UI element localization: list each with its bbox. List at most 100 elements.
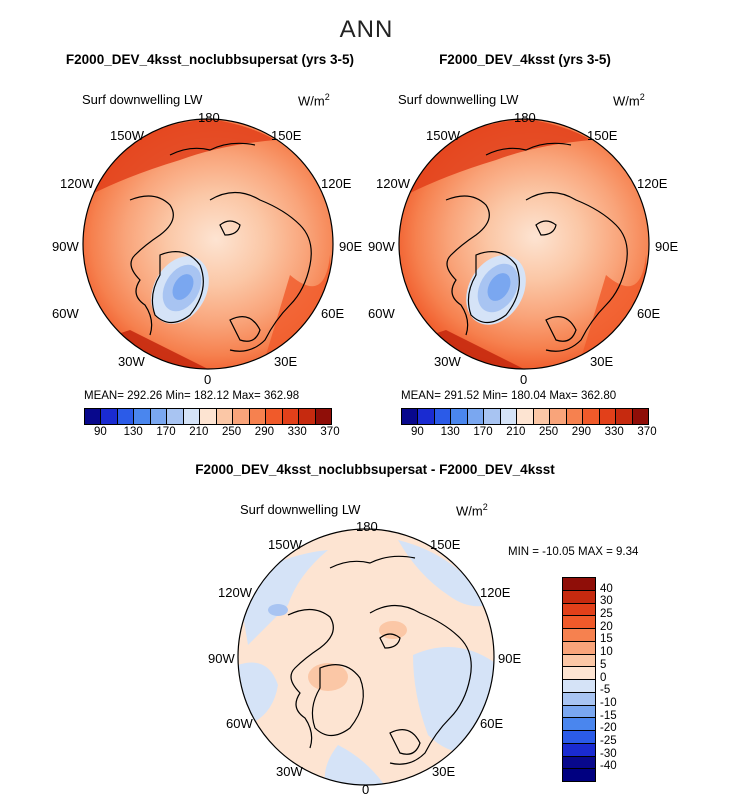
- panel-2-lon-150e: 150E: [587, 128, 618, 143]
- panel-1-lon-0: 0: [204, 372, 212, 387]
- panel-3-colorbar-swatch: [563, 641, 595, 655]
- panel-1-colorbar-swatch: [282, 409, 300, 424]
- panel-2-map-boundary: [398, 118, 650, 370]
- panel-2-lon-120e: 120E: [637, 176, 668, 191]
- panel-2-colorbar-swatch: [632, 409, 649, 424]
- panel-1-greenland-core: [172, 274, 194, 300]
- panel-2-coastlines: [445, 142, 628, 352]
- panel-2-colorbar-tick: 370: [637, 426, 657, 438]
- panel-3-colorbar-swatch: [563, 692, 595, 706]
- panel-1-stats: MEAN= 292.26 Min= 182.12 Max= 362.98: [84, 390, 300, 402]
- panel-3-colorbar-ticks: 40 30 25 20 15 10 5 0 -5 -10 -15 -20 -25 -30 -40: [600, 577, 650, 780]
- panel-2-colorbar: [401, 408, 649, 425]
- panel-2-colorbar-swatch: [599, 409, 617, 424]
- panel-1-colorbar-tick: 90: [94, 426, 107, 438]
- panel-3-colorbar-tick: -10: [600, 696, 617, 709]
- panel-3-colorbar-tick: 10: [600, 646, 613, 659]
- panel-2-colorbar-swatch: [550, 409, 567, 424]
- panel-3-colorbar-tick: 40: [600, 582, 613, 595]
- panel-1-lon-150e: 150E: [271, 128, 302, 143]
- panel-3-colorbar-tick: -40: [600, 760, 617, 773]
- panel-3-units: W/m2: [456, 502, 488, 519]
- panel-1-colorbar-ticks: 90 130 170 210 250 290 330 370: [84, 426, 340, 442]
- panel-2-colorbar-swatch: [467, 409, 485, 424]
- panel-3-colorbar-swatch: [563, 578, 595, 591]
- panel-2-colorbar-tick: 250: [539, 426, 559, 438]
- panel-2-colorbar-swatch: [566, 409, 584, 424]
- panel-1-colorbar-swatch: [233, 409, 250, 424]
- panel-1-map-boundary: [82, 118, 334, 370]
- panel-2-colorbar-tick: 170: [473, 426, 493, 438]
- panel-3-lon-30e: 30E: [432, 764, 456, 779]
- panel-3-colorbar-swatch: [563, 731, 595, 744]
- panel-1-colorbar-swatch: [200, 409, 217, 424]
- panel-2-colorbar-swatch: [517, 409, 534, 424]
- panel-1-colorbar-tick: 290: [254, 426, 274, 438]
- panel-3-cool-patch: [268, 604, 288, 616]
- panel-3-coastlines: [287, 555, 472, 765]
- panel-3-lon-30w: 30W: [276, 764, 303, 779]
- panel-1-lon-90e: 90E: [339, 239, 363, 254]
- panel-2-lon-30w: 30W: [434, 354, 461, 369]
- panel-2-lon-0: 0: [520, 372, 528, 387]
- panel-1-colorbar-tick: 130: [123, 426, 143, 438]
- panel-2-colorbar-swatch: [533, 409, 551, 424]
- panel-3-colorbar-swatch: [563, 603, 595, 617]
- panel-1-title: F2000_DEV_4ksst_noclubbsupersat (yrs 3-5…: [65, 52, 355, 67]
- panel-1-colorbar-swatch: [216, 409, 234, 424]
- panel-3-colorbar-swatch: [563, 590, 595, 604]
- panel-2-colorbar-swatch: [451, 409, 468, 424]
- panel-1-lon-150w: 150W: [110, 128, 144, 143]
- panel-1-colorbar-tick: 210: [189, 426, 209, 438]
- panel-2-colorbar-tick: 330: [604, 426, 624, 438]
- panel-1-colorbar-swatch: [183, 409, 201, 424]
- panel-1-colorbar-swatch: [249, 409, 267, 424]
- panel-1-lon-180: 180: [198, 110, 220, 125]
- panel-3-colorbar-swatch: [563, 680, 595, 693]
- panel-2-units: W/m2: [613, 92, 645, 109]
- panel-1-colorbar-tick: 170: [156, 426, 176, 438]
- panel-1-colorbar-swatch: [134, 409, 151, 424]
- panel-2-lon-180: 180: [514, 110, 536, 125]
- panel-2-lon-120w: 120W: [376, 176, 410, 191]
- panel-3-lon-150w: 150W: [268, 537, 302, 552]
- panel-3-lon-120e: 120E: [480, 585, 511, 600]
- panel-2-lon-90e: 90E: [655, 239, 679, 254]
- panel-3-lon-90e: 90E: [498, 651, 522, 666]
- panel-3-lon-150e: 150E: [430, 537, 461, 552]
- panel-2-colorbar-swatch: [500, 409, 518, 424]
- figure-suptitle: ANN: [339, 16, 394, 43]
- panel-1-units: W/m2: [298, 92, 330, 109]
- panel-3-lon-60e: 60E: [480, 716, 504, 731]
- panel-3-colorbar-swatch: [563, 667, 595, 680]
- panel-1-colorbar-swatch: [315, 409, 332, 424]
- panel-3-map-boundary: [237, 528, 495, 786]
- panel-3-colorbar-tick: -30: [600, 747, 617, 760]
- panel-3-colorbar-swatch: [563, 769, 595, 781]
- panel-3-stats: MIN = -10.05 MAX = 9.34: [508, 546, 639, 558]
- panel-2-colorbar-swatch: [418, 409, 435, 424]
- panel-1-lon-30w: 30W: [118, 354, 145, 369]
- panel-1-colorbar-swatch: [299, 409, 316, 424]
- panel-3-colorbar-tick: -25: [600, 734, 617, 747]
- panel-2-colorbar-tick: 130: [440, 426, 460, 438]
- panel-1-colorbar-tick: 330: [287, 426, 307, 438]
- panel-2-colorbar-ticks: 90 130 170 210 250 290 330 370: [401, 426, 657, 442]
- panel-1-colorbar-swatch: [85, 409, 102, 424]
- panel-3-cool-bering: [398, 540, 488, 607]
- panel-2-lon-60w: 60W: [368, 306, 395, 321]
- panel-2-colorbar-swatch: [616, 409, 633, 424]
- panel-3-colorbar-tick: 20: [600, 620, 613, 633]
- panel-3-colorbar-tick: 30: [600, 595, 613, 608]
- panel-3-colorbar: [562, 577, 596, 782]
- panel-2-variable-label: Surf downwelling LW: [398, 92, 519, 107]
- panel-3-colorbar-swatch: [563, 654, 595, 668]
- panel-1-coastlines: [129, 142, 312, 352]
- panel-2-colorbar-tick: 90: [411, 426, 424, 438]
- panel-3-colorbar-tick: 0: [600, 671, 607, 684]
- panel-3-colorbar-tick: 5: [600, 658, 607, 671]
- panel-3-lon-180: 180: [356, 519, 378, 534]
- panel-2-title: F2000_DEV_4ksst (yrs 3-5): [439, 52, 611, 67]
- panel-2-lon-150w: 150W: [426, 128, 460, 143]
- panel-3-variable-label: Surf downwelling LW: [240, 502, 361, 517]
